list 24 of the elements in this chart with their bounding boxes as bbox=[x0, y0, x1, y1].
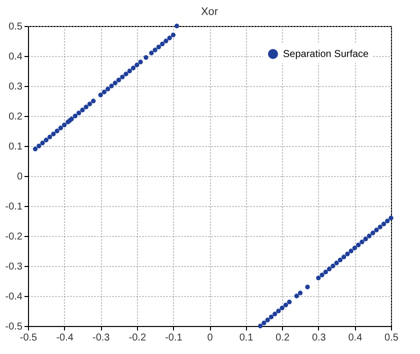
x-tick-label: 0 bbox=[207, 332, 214, 344]
x-tick-label: 0.1 bbox=[239, 332, 254, 344]
y-tick-label: -0.3 bbox=[5, 262, 23, 272]
chart-title: Xor bbox=[200, 6, 218, 18]
x-tick-label: -0.2 bbox=[128, 332, 146, 344]
x-tick-label: 0.5 bbox=[384, 332, 399, 344]
x-tick-label: -0.4 bbox=[56, 332, 74, 344]
x-tick-label: -0.5 bbox=[20, 332, 38, 344]
y-tick-label: 0.4 bbox=[8, 52, 23, 62]
x-tick-label: 0.2 bbox=[276, 332, 290, 344]
y-tick-label: 0.5 bbox=[8, 22, 23, 32]
y-tick-label: 0.3 bbox=[8, 82, 23, 92]
legend-label: Separation Surface bbox=[283, 49, 370, 60]
x-tick-label: -0.3 bbox=[92, 332, 110, 344]
y-tick-label: -0.5 bbox=[5, 322, 23, 332]
x-tick-label: 0.3 bbox=[312, 332, 326, 344]
x-tick-label: 0.4 bbox=[348, 332, 363, 344]
x-tick-label: -0.1 bbox=[165, 332, 183, 344]
y-tick-label: 0.2 bbox=[8, 112, 23, 122]
y-tick-label: -0.1 bbox=[5, 202, 23, 212]
y-tick-label: -0.2 bbox=[5, 232, 23, 242]
y-tick-label: 0 bbox=[16, 172, 23, 182]
y-tick-label: 0.1 bbox=[8, 142, 23, 152]
y-tick-label: -0.4 bbox=[5, 292, 23, 302]
